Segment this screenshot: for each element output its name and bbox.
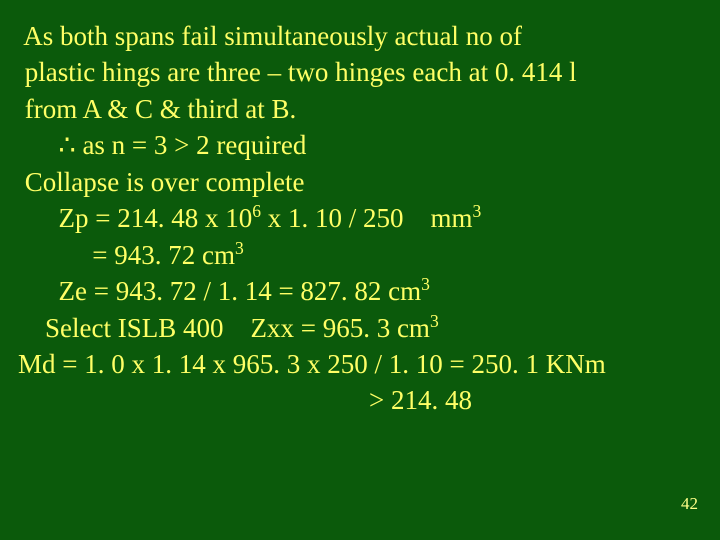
text-frag: 214. 48	[384, 385, 472, 415]
text-line-5: Collapse is over complete	[18, 164, 702, 200]
text-frag: Zp = 214. 48 x 10	[18, 203, 252, 233]
text-frag: = 943. 72 cm	[18, 240, 235, 270]
text-line-3: from A & C & third at B.	[18, 91, 702, 127]
therefore-symbol: ∴	[59, 130, 76, 160]
indent	[18, 130, 59, 160]
text-line-1: As both spans fail simultaneously actual…	[18, 18, 702, 54]
text-line-9: Select ISLB 400 Zxx = 965. 3 cm3	[18, 310, 702, 346]
text-frag: 2 required	[189, 130, 306, 160]
text-line-8: Ze = 943. 72 / 1. 14 = 827. 82 cm3	[18, 273, 702, 309]
text-frag: x 1. 10 / 250 mm	[261, 203, 473, 233]
slide-body: As both spans fail simultaneously actual…	[0, 0, 720, 419]
superscript: 6	[252, 201, 261, 221]
text-frag: Ze = 943. 72 / 1. 14 = 827. 82 cm	[18, 276, 421, 306]
text-line-10: Md = 1. 0 x 1. 14 x 965. 3 x 250 / 1. 10…	[18, 346, 702, 382]
superscript: 3	[430, 311, 439, 331]
superscript: 3	[235, 238, 244, 258]
superscript: 3	[473, 201, 482, 221]
page-number: 42	[681, 493, 698, 516]
text-line-11: > 214. 48	[18, 382, 702, 418]
text-frag: Select ISLB 400 Zxx = 965. 3 cm	[18, 313, 430, 343]
superscript: 3	[421, 274, 430, 294]
greater-than-symbol: >	[174, 130, 189, 160]
text-line-2: plastic hings are three – two hinges eac…	[18, 54, 702, 90]
text-line-7: = 943. 72 cm3	[18, 237, 702, 273]
greater-than-symbol: >	[369, 385, 384, 415]
text-line-6: Zp = 214. 48 x 106 x 1. 10 / 250 mm3	[18, 200, 702, 236]
indent	[18, 385, 369, 415]
text-frag: as n = 3	[76, 130, 174, 160]
text-line-4: ∴ as n = 3 > 2 required	[18, 127, 702, 163]
